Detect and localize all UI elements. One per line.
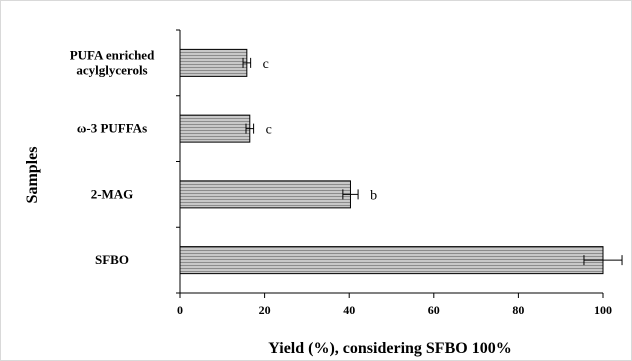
bar: [179, 246, 604, 275]
category-label-line: PUFA enriched: [70, 47, 155, 62]
x-tick-label: 0: [177, 303, 183, 317]
bar: [179, 114, 251, 143]
bar: [179, 180, 351, 209]
x-tick-label: 40: [343, 303, 355, 317]
bar: [179, 48, 248, 77]
y-axis-title: Samples: [24, 147, 41, 204]
category-label-line: acylglycerols: [76, 62, 147, 77]
category-label: PUFA enriched acylglycerols: [70, 47, 155, 77]
category-label-line: SFBO: [95, 252, 129, 267]
x-axis-title: Yield (%), considering SFBO 100%: [268, 340, 511, 357]
category-label-line: 2-MAG: [91, 186, 134, 201]
significance-letter: c: [266, 123, 272, 138]
x-tick-label: 80: [512, 303, 524, 317]
category-label: ω-3 PUFFAs: [77, 121, 147, 136]
category-label: 2-MAG: [91, 186, 134, 201]
x-tick-label: 60: [428, 303, 440, 317]
x-tick-label: 100: [594, 303, 612, 317]
significance-letter: c: [263, 57, 269, 72]
x-tick-label: 20: [259, 303, 271, 317]
category-label: SFBO: [95, 252, 129, 267]
category-label-line: ω-3 PUFFAs: [77, 121, 147, 136]
significance-letter: b: [370, 188, 377, 203]
